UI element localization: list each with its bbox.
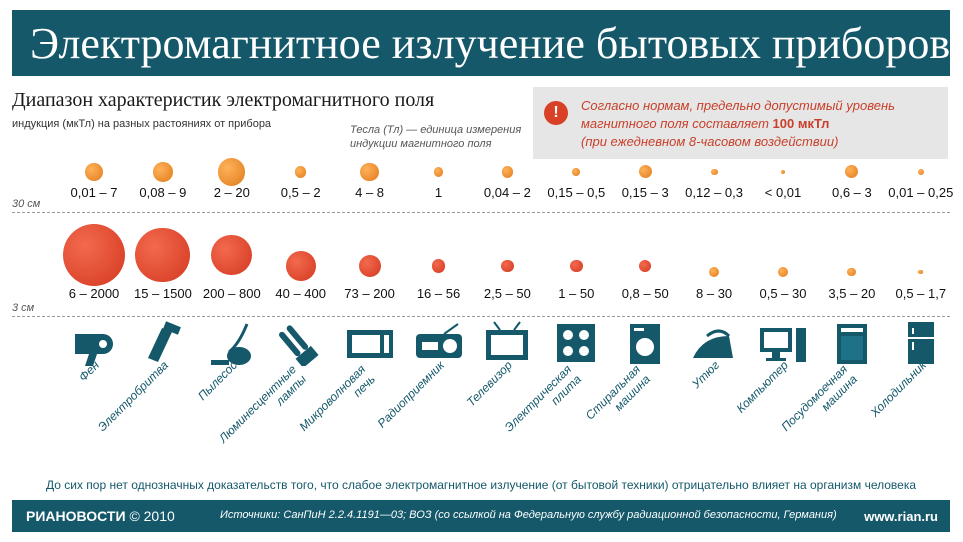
fluorescent-lamp-icon — [276, 320, 326, 368]
bubble-near — [638, 259, 652, 273]
range-label-near: 0,5 – 30 — [759, 286, 807, 301]
bubble-far — [433, 167, 444, 177]
axis-line-near — [12, 316, 950, 317]
bubble-far — [572, 168, 581, 176]
washing-machine-icon — [620, 320, 670, 366]
bubble-far — [360, 162, 379, 182]
iron-icon — [689, 320, 739, 366]
bubble-near — [211, 234, 253, 276]
norm-box: ! Согласно нормам, предельно допустимый … — [533, 87, 948, 159]
shaver-icon — [138, 320, 188, 366]
axis-label-far: 30 см — [12, 198, 41, 210]
bubble-far — [85, 163, 103, 181]
range-label-far: 4 – 8 — [355, 185, 385, 200]
bubble-far — [710, 168, 718, 176]
bubble-near — [63, 224, 125, 286]
range-label-far: < 0,01 — [764, 185, 802, 200]
norm-text-after: (при ежедневном 8-часовом воздействии) — [581, 134, 839, 149]
bubble-near — [918, 269, 924, 275]
range-label-near: 0,5 – 1,7 — [895, 286, 947, 301]
range-label-far: 0,15 – 3 — [621, 185, 669, 200]
range-label-far: 0,6 – 3 — [832, 185, 872, 200]
range-label-near: 1 – 50 — [558, 286, 595, 301]
dishwasher-icon — [827, 320, 877, 366]
range-label-near: 3,5 – 20 — [828, 286, 876, 301]
range-label-far: 2 – 20 — [213, 185, 250, 200]
exclamation-icon: ! — [544, 101, 568, 125]
disclaimer: До сих пор нет однозначных доказательств… — [45, 478, 917, 492]
tesla-note: Тесла (Тл) — единица измерения индукции … — [350, 124, 522, 150]
range-label-far: 1 — [434, 185, 443, 200]
device-label: Холодильник — [867, 358, 929, 420]
bubble-far — [845, 165, 859, 179]
footer-sources: Источники: СанПиН 2.2.4.1191—03; ВОЗ (со… — [220, 509, 837, 521]
chart-subnote: индукция (мкТл) на разных растояниях от … — [12, 118, 272, 130]
tv-icon — [482, 320, 532, 366]
radio-icon — [414, 320, 464, 366]
footer-site[interactable]: www.rian.ru — [864, 509, 938, 524]
range-label-far: 0,12 – 0,3 — [685, 185, 743, 200]
page-title: Электромагнитное излучение бытовых прибо… — [30, 19, 951, 68]
range-label-far: 0,5 – 2 — [280, 185, 321, 200]
bubble-near — [431, 259, 445, 273]
bubble-far — [638, 165, 652, 179]
bubble-far — [780, 169, 786, 175]
microwave-icon — [345, 320, 395, 366]
bubble-far — [153, 162, 173, 182]
bubble-near — [135, 227, 191, 283]
range-label-near: 16 – 56 — [416, 286, 461, 301]
range-label-near: 200 – 800 — [202, 286, 261, 301]
norm-text-before: Согласно нормам, предельно допустимый ур… — [581, 98, 895, 131]
range-label-near: 73 – 200 — [344, 286, 395, 301]
bubble-near — [285, 251, 316, 281]
bubble-near — [708, 266, 720, 278]
range-label-near: 6 – 2000 — [68, 286, 120, 301]
title-bar: Электромагнитное излучение бытовых прибо… — [12, 10, 950, 76]
bubble-near — [501, 259, 514, 273]
electric-stove-icon — [551, 320, 601, 366]
refrigerator-icon — [896, 320, 946, 366]
bubble-near — [570, 259, 583, 273]
range-label-far: 0,08 – 9 — [139, 185, 187, 200]
footer-year: © 2010 — [129, 508, 175, 524]
range-label-near: 2,5 – 50 — [483, 286, 531, 301]
bubble-far — [218, 158, 246, 186]
bubble-far — [501, 166, 514, 178]
brand-logo: РИАНОВОСТИ — [26, 508, 126, 524]
bubble-far — [295, 166, 307, 178]
range-label-far: 0,15 – 0,5 — [547, 185, 606, 200]
hair-dryer-icon — [69, 320, 119, 366]
footer: РИАНОВОСТИ © 2010 Источники: СанПиН 2.2.… — [12, 500, 950, 532]
computer-icon — [758, 320, 808, 366]
norm-text: Согласно нормам, предельно допустимый ур… — [581, 97, 941, 151]
range-label-far: 0,01 – 0,25 — [888, 185, 954, 200]
footer-brand: РИАНОВОСТИ © 2010 — [26, 508, 175, 524]
bubble-near — [358, 255, 381, 277]
range-label-near: 40 – 400 — [275, 286, 326, 301]
range-label-far: 0,01 – 7 — [70, 185, 118, 200]
range-label-near: 15 – 1500 — [133, 286, 192, 301]
axis-label-near: 3 см — [12, 302, 35, 314]
axis-line-far — [12, 212, 950, 213]
bubble-near — [847, 267, 857, 277]
norm-value: 100 мкТл — [772, 116, 830, 131]
range-label-far: 0,04 – 2 — [483, 185, 531, 200]
vacuum-cleaner-icon — [207, 320, 257, 366]
bubble-near — [777, 266, 789, 278]
chart-subtitle: Диапазон характеристик электромагнитного… — [12, 89, 435, 111]
range-label-near: 8 – 30 — [696, 286, 733, 301]
range-label-near: 0,8 – 50 — [621, 286, 669, 301]
bubble-far — [917, 168, 925, 176]
